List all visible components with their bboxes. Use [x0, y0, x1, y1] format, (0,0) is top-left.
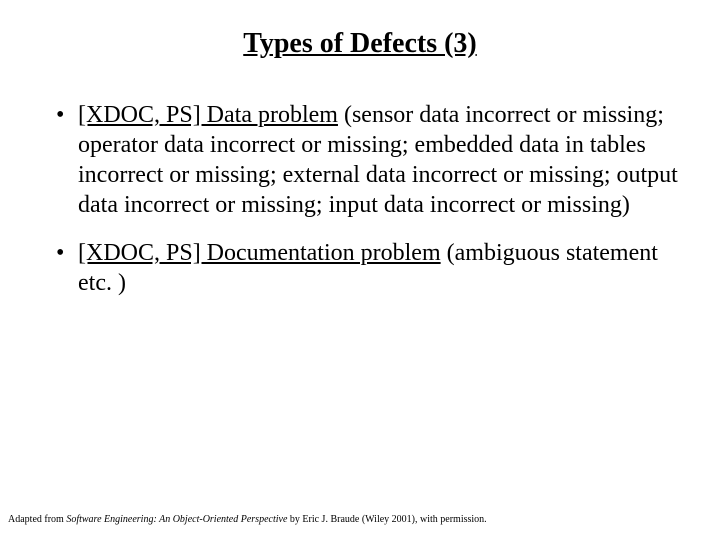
bullet-tag: [XDOC, PS] Data problem — [78, 102, 338, 128]
slide-title: Types of Defects (3) — [40, 28, 680, 60]
bullet-item: [XDOC, PS] Documentation problem (ambigu… — [78, 238, 680, 298]
bullet-tag: [XDOC, PS] Documentation problem — [78, 240, 441, 266]
bullet-item: [XDOC, PS] Data problem (sensor data inc… — [78, 100, 680, 220]
slide: Types of Defects (3) [XDOC, PS] Data pro… — [0, 0, 720, 540]
bullet-list: [XDOC, PS] Data problem (sensor data inc… — [40, 100, 680, 298]
citation: Adapted from Software Engineering: An Ob… — [8, 514, 487, 526]
citation-book: Software Engineering: An Object-Oriented… — [66, 514, 287, 525]
citation-suffix: by Eric J. Braude (Wiley 2001), with per… — [287, 514, 486, 525]
citation-prefix: Adapted from — [8, 514, 66, 525]
